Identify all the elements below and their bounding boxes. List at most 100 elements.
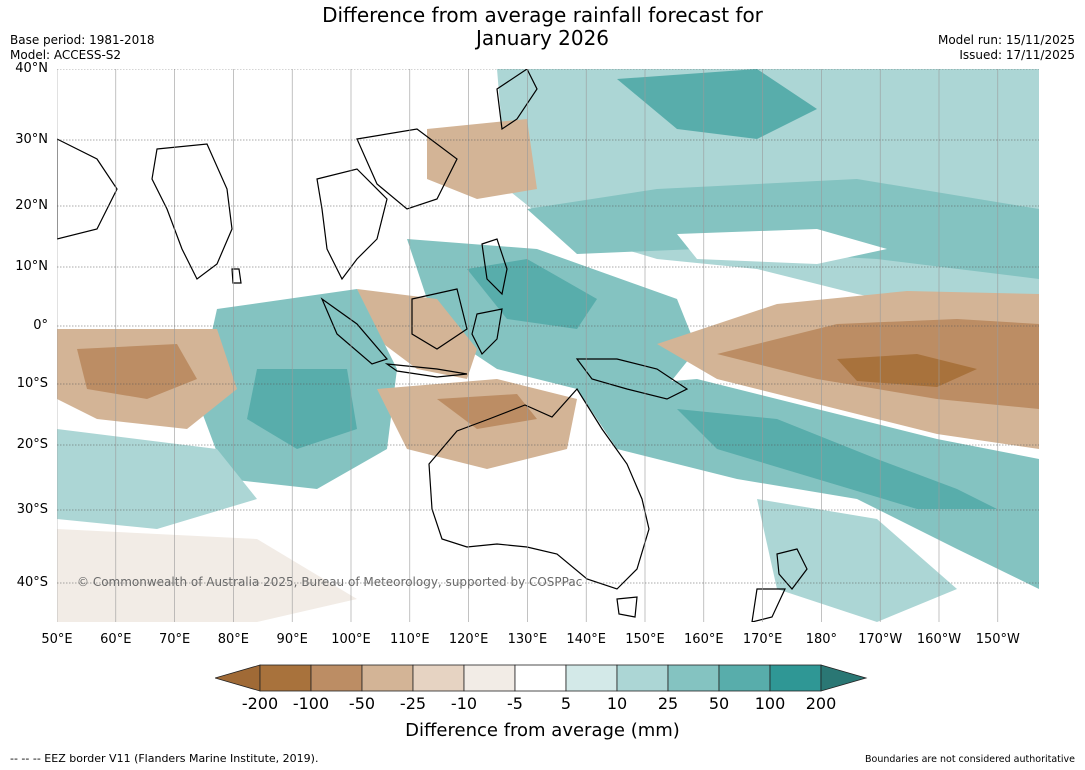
colorbar-segment bbox=[463, 664, 516, 692]
longitude-label: 140°E bbox=[566, 632, 606, 647]
longitude-label: 160°W bbox=[916, 632, 962, 647]
longitude-label: 50°E bbox=[41, 632, 73, 647]
latitude-label: 0° bbox=[33, 318, 48, 333]
wet-core-north-pacific bbox=[617, 69, 817, 139]
colorbar-segment bbox=[259, 664, 312, 692]
boundary-disclaimer: Boundaries are not considered authoritat… bbox=[865, 754, 1075, 765]
longitude-label: 120°E bbox=[448, 632, 489, 647]
longitude-label: 60°E bbox=[100, 632, 132, 647]
colorbar-tick-label: 10 bbox=[606, 694, 628, 713]
meta-left: Base period: 1981-2018 Model: ACCESS-S2 bbox=[10, 33, 155, 63]
indochina-coastline bbox=[316, 168, 388, 281]
longitude-label: 110°E bbox=[390, 632, 430, 647]
copyright-notice: © Commonwealth of Australia 2025, Bureau… bbox=[77, 575, 582, 589]
longitude-label: 130°E bbox=[507, 632, 548, 647]
title-line-1: Difference from average rainfall forecas… bbox=[322, 3, 763, 27]
china-coastline bbox=[356, 128, 458, 210]
dry-core-northern-australia bbox=[437, 394, 537, 429]
dry-region-indonesia bbox=[357, 289, 477, 379]
wet-core-philippines bbox=[467, 259, 597, 329]
colorbar-segment bbox=[667, 664, 720, 692]
colorbar-segment bbox=[310, 664, 363, 692]
title-line-2: January 2026 bbox=[475, 26, 610, 50]
dry-max-equatorial-pacific bbox=[837, 354, 977, 387]
latitude-label: 20°S bbox=[16, 437, 48, 452]
latitude-label: 40°N bbox=[15, 61, 48, 76]
wet-core-south-pacific bbox=[677, 409, 997, 509]
coastlines bbox=[57, 69, 808, 622]
colorbar-tick-label: 200 bbox=[805, 694, 837, 713]
australia-coastline bbox=[428, 388, 650, 590]
new-zealand-north-coastline bbox=[776, 548, 808, 590]
latitude-label: 10°S bbox=[16, 376, 48, 391]
japan-coastline bbox=[496, 69, 538, 131]
india-coastline bbox=[151, 143, 233, 280]
colorbar-tick-label: -100 bbox=[292, 694, 330, 713]
graticule bbox=[57, 69, 1039, 622]
wet-band-subtropical-pacific bbox=[527, 179, 1039, 279]
colorbar-tick-label: 5 bbox=[560, 694, 572, 713]
sulawesi-coastline bbox=[471, 308, 503, 356]
map-title: Difference from average rainfall forecas… bbox=[0, 4, 1085, 50]
model-run: Model run: 15/11/2025 bbox=[937, 33, 1075, 47]
colorbar-segment bbox=[616, 664, 669, 692]
sri-lanka-coastline bbox=[231, 268, 242, 284]
colorbar-segment bbox=[769, 664, 822, 692]
base-period: Base period: 1981-2018 bbox=[10, 33, 155, 47]
colorbar-segment bbox=[361, 664, 414, 692]
rainfall-map: © Commonwealth of Australia 2025, Bureau… bbox=[57, 69, 1039, 622]
light-dry-southern-ocean bbox=[57, 529, 357, 622]
dry-core-west-indian-ocean bbox=[77, 344, 197, 399]
latitude-label: 40°S bbox=[16, 575, 48, 590]
colorbar-tick-label: 100 bbox=[754, 694, 786, 713]
longitude-label: 80°E bbox=[217, 632, 250, 647]
model-name: Model: ACCESS-S2 bbox=[10, 48, 122, 62]
latitude-label: 10°N bbox=[15, 259, 48, 274]
arabia-coastline bbox=[57, 138, 118, 240]
colorbar-segment bbox=[718, 664, 771, 692]
tasmania-coastline bbox=[616, 596, 638, 618]
colorbar-segment bbox=[565, 664, 618, 692]
colorbar-tick-label: -50 bbox=[348, 694, 376, 713]
eez-legend: -- -- -- EEZ border V11 (Flanders Marine… bbox=[10, 752, 319, 765]
longitude-label: 160°E bbox=[684, 632, 724, 647]
rainfall-anomaly-shading bbox=[57, 69, 1039, 622]
colorbar-tick-label: -25 bbox=[399, 694, 427, 713]
new-guinea-coastline bbox=[575, 358, 689, 400]
latitude-label: 20°N bbox=[15, 198, 48, 213]
colorbar-segment bbox=[514, 664, 567, 692]
latitude-label: 30°S bbox=[16, 502, 48, 517]
colorbar-segment bbox=[412, 664, 465, 692]
colorbar-tick-label: 50 bbox=[708, 694, 730, 713]
wet-region-southern-indian bbox=[57, 429, 257, 529]
colorbar-extend-low bbox=[215, 664, 261, 692]
longitude-label: 90°E bbox=[276, 632, 308, 647]
philippines-coastline bbox=[481, 238, 508, 296]
dry-gap-central-north-pacific bbox=[677, 229, 887, 264]
longitude-label: 150°E bbox=[625, 632, 665, 647]
longitude-label: 180° bbox=[805, 632, 838, 647]
colorbar bbox=[215, 664, 868, 692]
issued-date: Issued: 17/11/2025 bbox=[959, 48, 1075, 62]
latitude-label: 30°N bbox=[15, 132, 48, 147]
colorbar-tick-label: -200 bbox=[241, 694, 279, 713]
colorbar-segments bbox=[215, 664, 868, 692]
colorbar-tick-label: 25 bbox=[657, 694, 679, 713]
wet-core-indian-ocean bbox=[247, 369, 357, 449]
borneo-coastline bbox=[411, 288, 468, 350]
longitude-label: 150°W bbox=[975, 632, 1020, 647]
dry-region-east-asia bbox=[427, 119, 537, 199]
java-coastline bbox=[384, 363, 468, 378]
new-zealand-south-coastline bbox=[751, 588, 786, 622]
colorbar-tick-label: -10 bbox=[450, 694, 478, 713]
longitude-label: 70°E bbox=[158, 632, 191, 647]
longitude-label: 170°E bbox=[742, 632, 783, 647]
longitude-label: 100°E bbox=[331, 632, 371, 647]
colorbar-title: Difference from average (mm) bbox=[405, 720, 680, 741]
longitude-label: 170°W bbox=[858, 632, 903, 647]
meta-right: Model run: 15/11/2025 Issued: 17/11/2025 bbox=[938, 33, 1075, 63]
colorbar-tick-label: -5 bbox=[507, 694, 523, 713]
wet-region-south-pacific bbox=[577, 379, 1039, 589]
wet-region-tasman bbox=[757, 499, 957, 622]
colorbar-extend-high bbox=[820, 664, 868, 692]
